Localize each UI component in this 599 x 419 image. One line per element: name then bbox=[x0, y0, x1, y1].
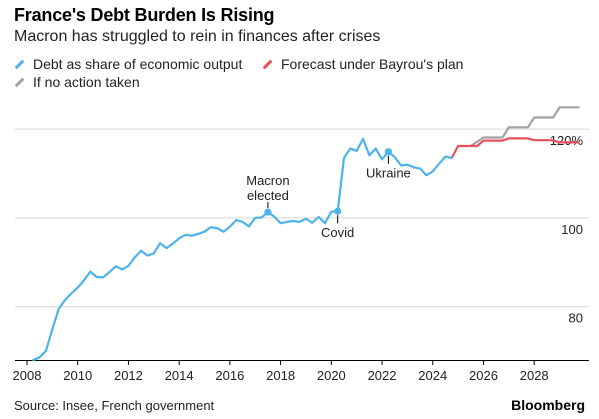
x-tick-label-2024: 2024 bbox=[418, 368, 447, 383]
chart-title: France's Debt Burden Is Rising bbox=[14, 5, 275, 25]
series-line-0 bbox=[32, 137, 453, 362]
legend-label-forecast: Forecast under Bayrou's plan bbox=[281, 56, 464, 72]
x-tick-label-2018: 2018 bbox=[266, 368, 295, 383]
annotation-label-macron-elected-0: Macron bbox=[246, 173, 289, 188]
x-tick-label-2020: 2020 bbox=[317, 368, 346, 383]
annotation-label-macron-elected-1: elected bbox=[247, 188, 289, 203]
legend-item-no-action: If no action taken bbox=[14, 74, 140, 90]
x-tick-label-2010: 2010 bbox=[63, 368, 92, 383]
x-tick-label-2028: 2028 bbox=[520, 368, 549, 383]
legend-item-debt: Debt as share of economic output bbox=[14, 56, 242, 72]
y-tick-label-80: 80 bbox=[569, 311, 583, 326]
annotation-marker-covid bbox=[334, 207, 342, 215]
annotation-marker-ukraine bbox=[384, 148, 392, 156]
brand-logo: Bloomberg bbox=[511, 397, 585, 413]
y-tick-label-100: 100 bbox=[561, 222, 583, 237]
series-line-2 bbox=[469, 106, 580, 148]
annotation-marker-macron-elected bbox=[264, 208, 272, 216]
x-tick-label-2016: 2016 bbox=[215, 368, 244, 383]
source-note: Source: Insee, French government bbox=[14, 398, 215, 413]
legend-item-forecast: Forecast under Bayrou's plan bbox=[262, 56, 463, 72]
legend-label-no-action: If no action taken bbox=[33, 74, 140, 90]
x-tick-label-2026: 2026 bbox=[469, 368, 498, 383]
y-tick-label-120: 120% bbox=[550, 133, 584, 148]
annotation-label-covid-0: Covid bbox=[321, 225, 354, 240]
x-tick-label-2008: 2008 bbox=[13, 368, 42, 383]
series-line-1 bbox=[450, 137, 580, 159]
annotation-label-ukraine-0: Ukraine bbox=[366, 166, 411, 181]
x-tick-label-2014: 2014 bbox=[165, 368, 194, 383]
legend-label-debt: Debt as share of economic output bbox=[33, 56, 243, 72]
x-tick-label-2022: 2022 bbox=[368, 368, 397, 383]
chart-subtitle: Macron has struggled to rein in finances… bbox=[14, 28, 381, 45]
x-tick-label-2012: 2012 bbox=[114, 368, 143, 383]
